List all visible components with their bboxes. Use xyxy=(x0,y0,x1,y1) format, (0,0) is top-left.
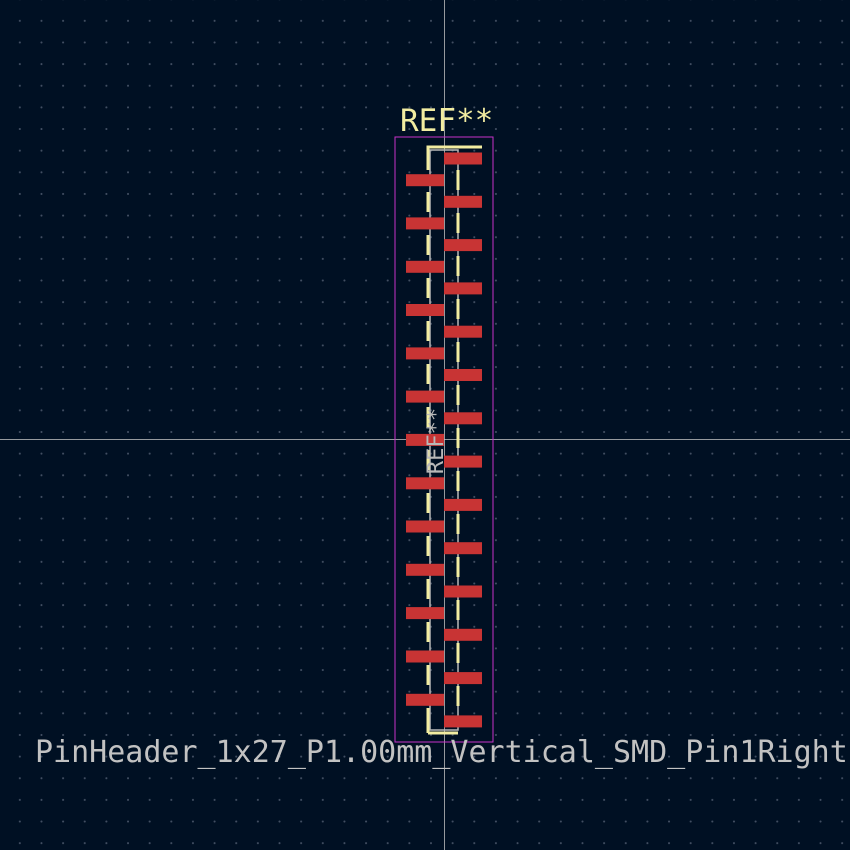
fab-reference-label[interactable]: REF** xyxy=(424,407,449,475)
pad-12[interactable] xyxy=(406,390,444,403)
pad-16[interactable] xyxy=(406,477,444,490)
reference-designator-label[interactable]: REF** xyxy=(400,103,494,139)
pad-18[interactable] xyxy=(406,520,444,533)
pad-20[interactable] xyxy=(406,563,444,576)
pad-13[interactable] xyxy=(444,412,482,425)
pads-group xyxy=(406,152,482,728)
fab-outline xyxy=(429,149,459,731)
silkscreen-outline xyxy=(426,145,482,735)
pad-27[interactable] xyxy=(444,715,482,728)
pad-6[interactable] xyxy=(406,260,444,273)
pad-23[interactable] xyxy=(444,628,482,641)
pad-25[interactable] xyxy=(444,672,482,685)
pad-14[interactable] xyxy=(406,433,444,446)
pad-9[interactable] xyxy=(444,325,482,338)
pad-2[interactable] xyxy=(406,174,444,187)
pad-26[interactable] xyxy=(406,693,444,706)
pad-21[interactable] xyxy=(444,585,482,598)
pad-5[interactable] xyxy=(444,239,482,252)
pad-3[interactable] xyxy=(444,195,482,208)
pad-17[interactable] xyxy=(444,498,482,511)
pad-4[interactable] xyxy=(406,217,444,230)
pad-11[interactable] xyxy=(444,369,482,381)
courtyard-outline xyxy=(394,136,494,743)
pad-15[interactable] xyxy=(444,455,482,468)
footprint-name-label[interactable]: PinHeader_1x27_P1.00mm_Vertical_SMD_Pin1… xyxy=(35,735,848,770)
pad-22[interactable] xyxy=(406,607,444,620)
pad-10[interactable] xyxy=(406,347,444,360)
pad-8[interactable] xyxy=(406,304,444,316)
pad-19[interactable] xyxy=(444,542,482,555)
pad-1[interactable] xyxy=(444,152,482,165)
pad-7[interactable] xyxy=(444,282,482,295)
pad-24[interactable] xyxy=(406,650,444,663)
